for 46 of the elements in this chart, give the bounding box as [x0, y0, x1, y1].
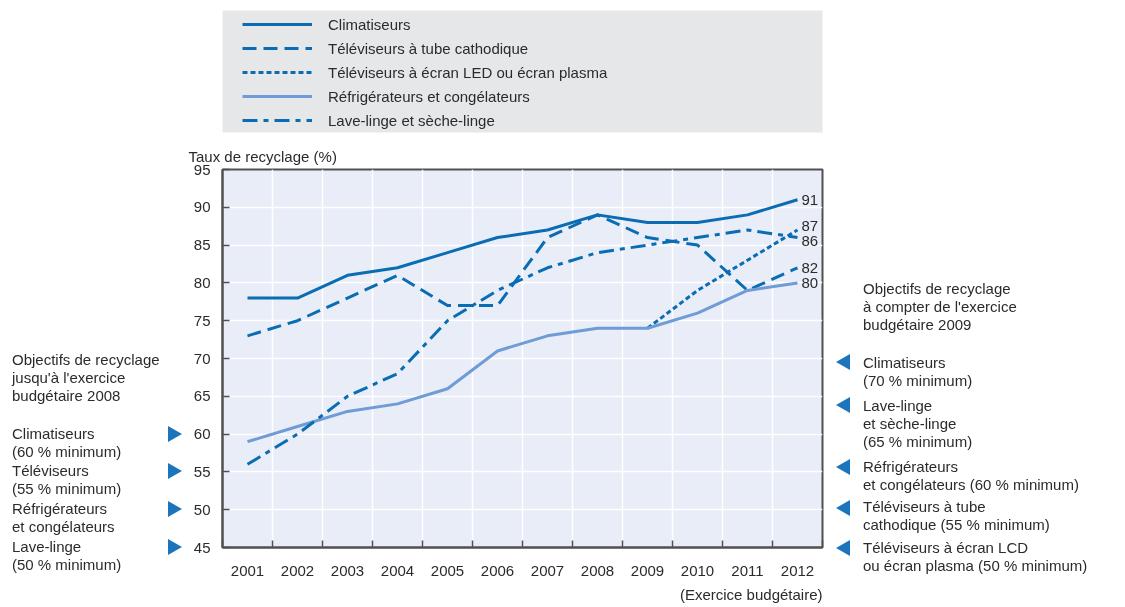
- text: Réfrigérateurs et congélateurs: [12, 500, 115, 536]
- y-tick-label: 85: [193, 236, 211, 254]
- x-tick-label: 2006: [480, 561, 515, 579]
- y-tick-label: 65: [193, 387, 211, 405]
- text: Climatiseurs (70 % minimum): [863, 354, 973, 390]
- data-label: 80: [801, 273, 819, 291]
- text: Lave-linge et sèche-linge (65 % minimum): [863, 397, 973, 451]
- x-tick-label: 2012: [780, 561, 815, 579]
- data-label: 91: [801, 190, 819, 208]
- x-tick-label: 2001: [230, 561, 265, 579]
- legend-label: Climatiseurs: [328, 14, 411, 34]
- x-tick-label: 2009: [630, 561, 665, 579]
- legend-label: Lave-linge et sèche-linge: [328, 110, 495, 130]
- y-tick-label: 75: [193, 311, 211, 329]
- y-tick-label: 45: [193, 538, 211, 556]
- text: Téléviseurs à écran LCD ou écran plasma (50 % minimum): [863, 539, 1088, 575]
- line-series: [246, 281, 799, 444]
- legend-label: Téléviseurs à tube cathodique: [328, 38, 529, 58]
- y-tick-label: 50: [193, 500, 211, 518]
- legend-label: Réfrigérateurs et congélateurs: [328, 86, 530, 106]
- text: Objectifs de recyclage à compter de l'exercice budgétaire 2009: [863, 280, 1017, 334]
- data-label: 87: [801, 217, 819, 235]
- text: Lave-linge (50 % minimum): [12, 538, 122, 574]
- x-tick-label: 2005: [430, 561, 465, 579]
- y-axis-title: Taux de recyclage (%): [188, 147, 337, 165]
- text: Objectifs de recyclage jusqu'à l'exercice budgétaire 2008: [12, 351, 160, 405]
- y-tick-label: 90: [193, 198, 211, 216]
- x-axis-title: (Exercice budgétaire): [679, 585, 823, 603]
- x-tick-label: 2002: [280, 561, 315, 579]
- text: Réfrigérateurs et congélateurs (60 % minimum): [863, 458, 1079, 494]
- data-label: 86: [801, 232, 819, 250]
- y-tick-label: 70: [193, 349, 211, 367]
- x-tick-label: 2010: [680, 561, 715, 579]
- x-tick-label: 2008: [580, 561, 615, 579]
- text: Téléviseurs à tube cathodique (55 % minimum): [863, 498, 1050, 534]
- y-tick-label: 60: [193, 425, 211, 443]
- y-tick-label: 55: [193, 462, 211, 480]
- legend-label: Téléviseurs à écran LED ou écran plasma: [328, 62, 608, 82]
- x-tick-label: 2011: [731, 561, 764, 579]
- text: Climatiseurs (60 % minimum): [12, 425, 122, 461]
- x-tick-label: 2004: [380, 561, 415, 579]
- x-tick-label: 2003: [330, 561, 365, 579]
- y-tick-label: 80: [193, 273, 211, 291]
- text: Téléviseurs (55 % minimum): [12, 462, 122, 498]
- data-label: 82: [801, 258, 819, 276]
- x-tick-label: 2007: [530, 561, 565, 579]
